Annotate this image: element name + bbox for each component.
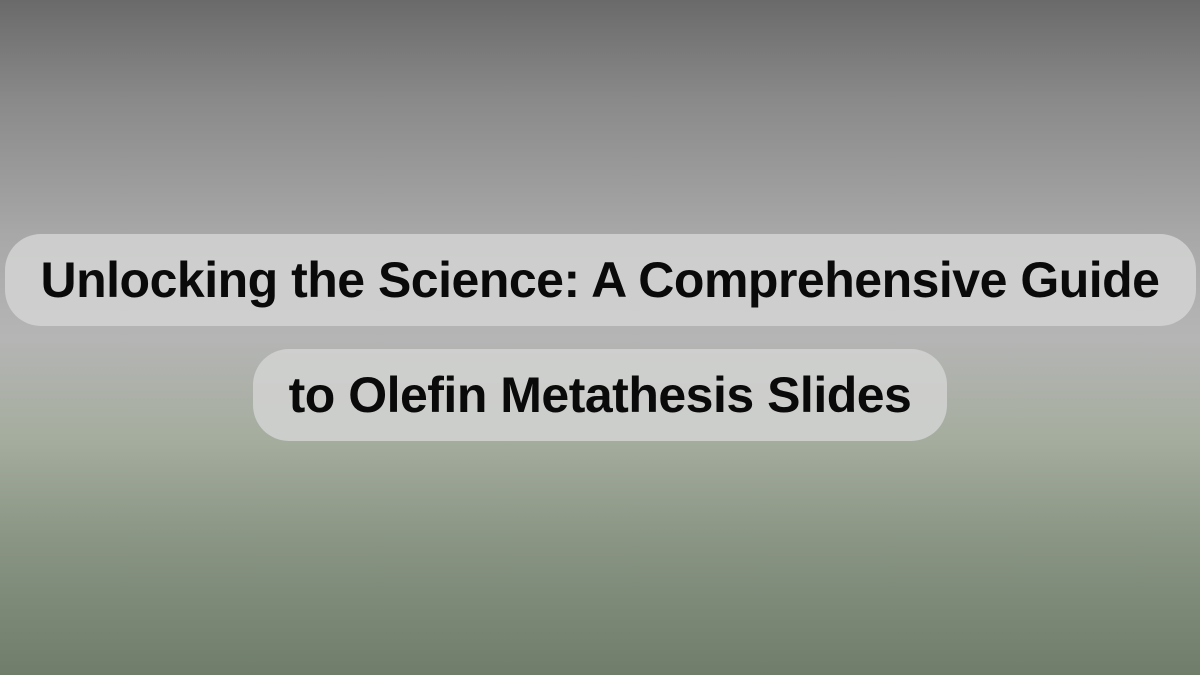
title-container: Unlocking the Science: A Comprehensive G… (0, 223, 1200, 453)
slide-title: Unlocking the Science: A Comprehensive G… (5, 234, 1196, 441)
slide-background: Unlocking the Science: A Comprehensive G… (0, 0, 1200, 675)
